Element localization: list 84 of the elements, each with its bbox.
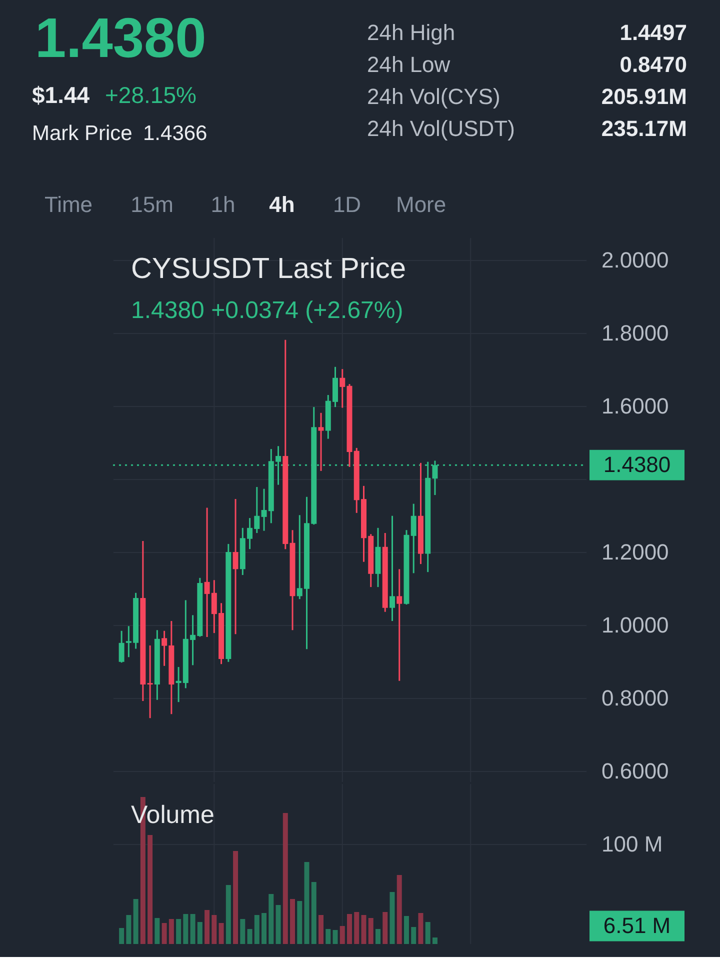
bar [190,914,196,944]
y-tick-label: 0.8000 [602,686,669,711]
text: 1.4366 [143,122,208,145]
bar [254,915,260,944]
bar [233,851,238,944]
candlestick [396,568,402,682]
text: +28.15% [105,82,196,108]
text: CYSUSDT Last Price [131,253,406,285]
text: 0.8470 [620,52,687,77]
bar [212,915,217,944]
bar [176,919,182,944]
bar [290,899,296,944]
bar [204,910,210,944]
bar [304,862,310,944]
bar [168,919,174,944]
bar [404,916,409,944]
bar [396,875,402,944]
candlestick [232,498,238,635]
text: 4h [269,192,295,217]
bar [361,915,366,944]
text: $1.44 [32,82,90,108]
bar [282,813,288,944]
bar [268,894,274,944]
y-tick-label: 1.6000 [602,393,669,418]
bar [247,929,252,944]
bar [119,928,124,944]
bar [297,901,302,944]
bar [126,915,132,944]
bar [262,913,267,944]
candlestick [147,644,153,719]
bar [347,914,352,944]
bar [154,918,160,944]
candlestick [318,412,324,472]
candlestick [340,368,346,409]
text: Mark Price [32,122,132,145]
bar [382,912,388,944]
bar [240,919,246,944]
bar [411,927,416,944]
bar [418,913,424,944]
text: Time [44,192,93,217]
text: 15m [130,192,174,217]
text: 6.51 M [603,913,671,938]
text: 24h High [367,20,456,45]
text: 1h [210,192,236,217]
bar [390,892,395,944]
bar [318,915,324,944]
bar [354,912,360,944]
bar [276,905,281,944]
text: 24h Vol(USDT) [367,116,515,141]
candlestick [410,503,416,574]
bar [368,918,374,944]
text: 1.4497 [620,20,687,45]
ref-line-label: 1.4380 [603,452,671,478]
text: 1D [332,192,362,217]
text: 1.4380 [35,6,206,69]
y-tick-label: 1.8000 [602,320,669,346]
bar [340,926,345,944]
y-tick-label: 100 M [602,832,663,856]
y-tick-label: 1.0000 [602,612,669,638]
bar [432,937,438,944]
text: 235.17M [601,116,687,141]
bar [326,929,331,944]
bar [375,929,380,944]
candlestick [118,630,124,664]
text: Volume [131,801,214,829]
bar [226,885,231,944]
text: More [396,192,446,217]
y-tick-label: 2.0000 [602,247,669,272]
bar [218,923,224,944]
bar [311,882,316,944]
candlestick [389,515,395,622]
bar [197,922,202,944]
bar [425,922,430,944]
text: 24h Vol(CYS) [367,84,500,109]
y-tick-label: 1.2000 [602,539,669,564]
text: 205.91M [601,84,687,109]
text: 24h Low [367,52,450,77]
y-tick-label: 0.6000 [602,758,669,784]
bar [162,923,167,944]
bar [133,899,138,944]
bar [332,930,338,944]
bar [183,914,188,944]
bar [148,835,153,944]
text: 1.4380 +0.0374 (+2.67%) [131,297,404,324]
